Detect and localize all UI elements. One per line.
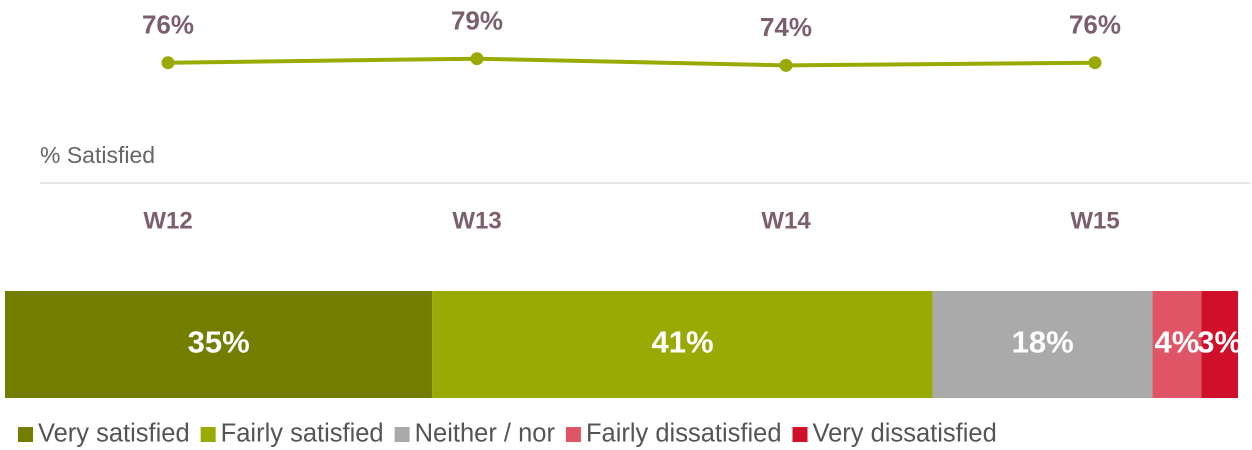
point (470, 52, 484, 66)
legend-swatch (394, 427, 410, 442)
point (1088, 56, 1102, 70)
legend-label: Very dissatisfied (813, 420, 997, 448)
legend-swatch (792, 427, 808, 442)
bar-segment (432, 291, 933, 398)
legend-label: Very satisfied (38, 420, 190, 448)
value-label: 3% (1197, 325, 1242, 360)
point (779, 58, 793, 72)
x-tick-label: W12 (143, 207, 192, 234)
legend-label: Neither / nor (415, 420, 556, 448)
value-label: 76% (1069, 10, 1121, 40)
value-label: 76% (142, 10, 194, 40)
legend-swatch (565, 427, 581, 442)
series-label: % Satisfied (40, 142, 155, 168)
legend-label: Fairly dissatisfied (586, 420, 782, 448)
legend-swatch (200, 427, 216, 442)
bar-segment (932, 291, 1153, 398)
legend-label: Fairly satisfied (221, 420, 384, 448)
bar-segment (5, 291, 433, 398)
x-tick-label: W14 (761, 207, 811, 234)
line (167, 56, 1096, 68)
legend-swatch (18, 427, 33, 442)
value-label: 74% (760, 12, 812, 42)
x-tick-label: W15 (1070, 207, 1119, 234)
value-label: 4% (1155, 325, 1200, 360)
bar-segment (1152, 291, 1202, 398)
point (161, 56, 175, 70)
bar-segment (1201, 291, 1238, 398)
value-label: 18% (1012, 325, 1074, 360)
x-tick-label: W13 (452, 207, 501, 234)
value-label: 41% (652, 325, 714, 360)
value-label: 79% (451, 6, 503, 36)
value-label: 35% (188, 325, 250, 360)
